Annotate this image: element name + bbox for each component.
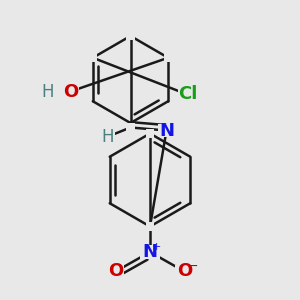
Text: O: O [108,262,123,280]
FancyBboxPatch shape [146,129,154,138]
Text: Cl: Cl [178,85,197,103]
FancyBboxPatch shape [101,130,115,143]
Text: N: N [159,122,174,140]
FancyBboxPatch shape [178,88,197,101]
FancyBboxPatch shape [140,245,160,259]
FancyBboxPatch shape [175,265,194,278]
Text: O: O [63,82,78,100]
FancyBboxPatch shape [42,85,54,98]
Text: H: H [42,82,54,100]
FancyBboxPatch shape [164,53,172,62]
Text: −: − [188,260,198,273]
FancyBboxPatch shape [88,53,97,62]
Text: +: + [152,242,161,252]
FancyBboxPatch shape [158,124,175,137]
FancyBboxPatch shape [62,85,79,98]
FancyBboxPatch shape [126,32,135,40]
FancyBboxPatch shape [126,123,135,132]
Text: H: H [102,128,114,146]
Text: O: O [177,262,192,280]
FancyBboxPatch shape [107,265,124,278]
FancyBboxPatch shape [146,222,154,231]
Text: N: N [142,243,158,261]
